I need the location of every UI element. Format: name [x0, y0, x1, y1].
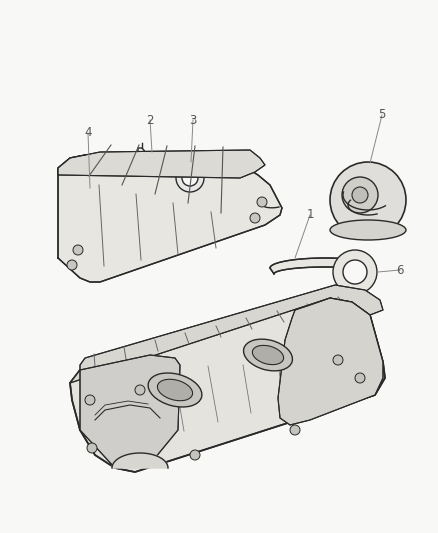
Circle shape: [149, 158, 157, 166]
Circle shape: [85, 395, 95, 405]
Circle shape: [250, 213, 260, 223]
Circle shape: [257, 197, 267, 207]
Text: 1: 1: [306, 208, 314, 222]
Ellipse shape: [244, 339, 293, 371]
Text: 5: 5: [378, 109, 386, 122]
Circle shape: [330, 162, 406, 238]
Text: 4: 4: [84, 126, 92, 140]
Polygon shape: [70, 298, 385, 472]
Text: 2: 2: [146, 114, 154, 126]
Polygon shape: [278, 298, 383, 425]
Circle shape: [352, 187, 368, 203]
Ellipse shape: [330, 220, 406, 240]
Ellipse shape: [252, 345, 284, 365]
Circle shape: [73, 245, 83, 255]
Text: 3: 3: [189, 114, 197, 126]
Polygon shape: [270, 258, 370, 274]
Polygon shape: [80, 355, 180, 468]
Circle shape: [182, 170, 198, 186]
Ellipse shape: [157, 379, 193, 401]
Polygon shape: [58, 150, 265, 178]
Circle shape: [190, 450, 200, 460]
Circle shape: [333, 355, 343, 365]
Circle shape: [290, 425, 300, 435]
Ellipse shape: [148, 373, 202, 407]
Circle shape: [67, 260, 77, 270]
Text: 6: 6: [396, 263, 404, 277]
Circle shape: [176, 164, 204, 192]
Polygon shape: [70, 285, 383, 383]
Polygon shape: [112, 453, 168, 468]
Circle shape: [355, 373, 365, 383]
Circle shape: [343, 260, 367, 284]
Polygon shape: [58, 155, 282, 282]
Circle shape: [145, 154, 161, 170]
Circle shape: [135, 385, 145, 395]
Circle shape: [342, 177, 378, 213]
Circle shape: [333, 250, 377, 294]
Circle shape: [87, 443, 97, 453]
